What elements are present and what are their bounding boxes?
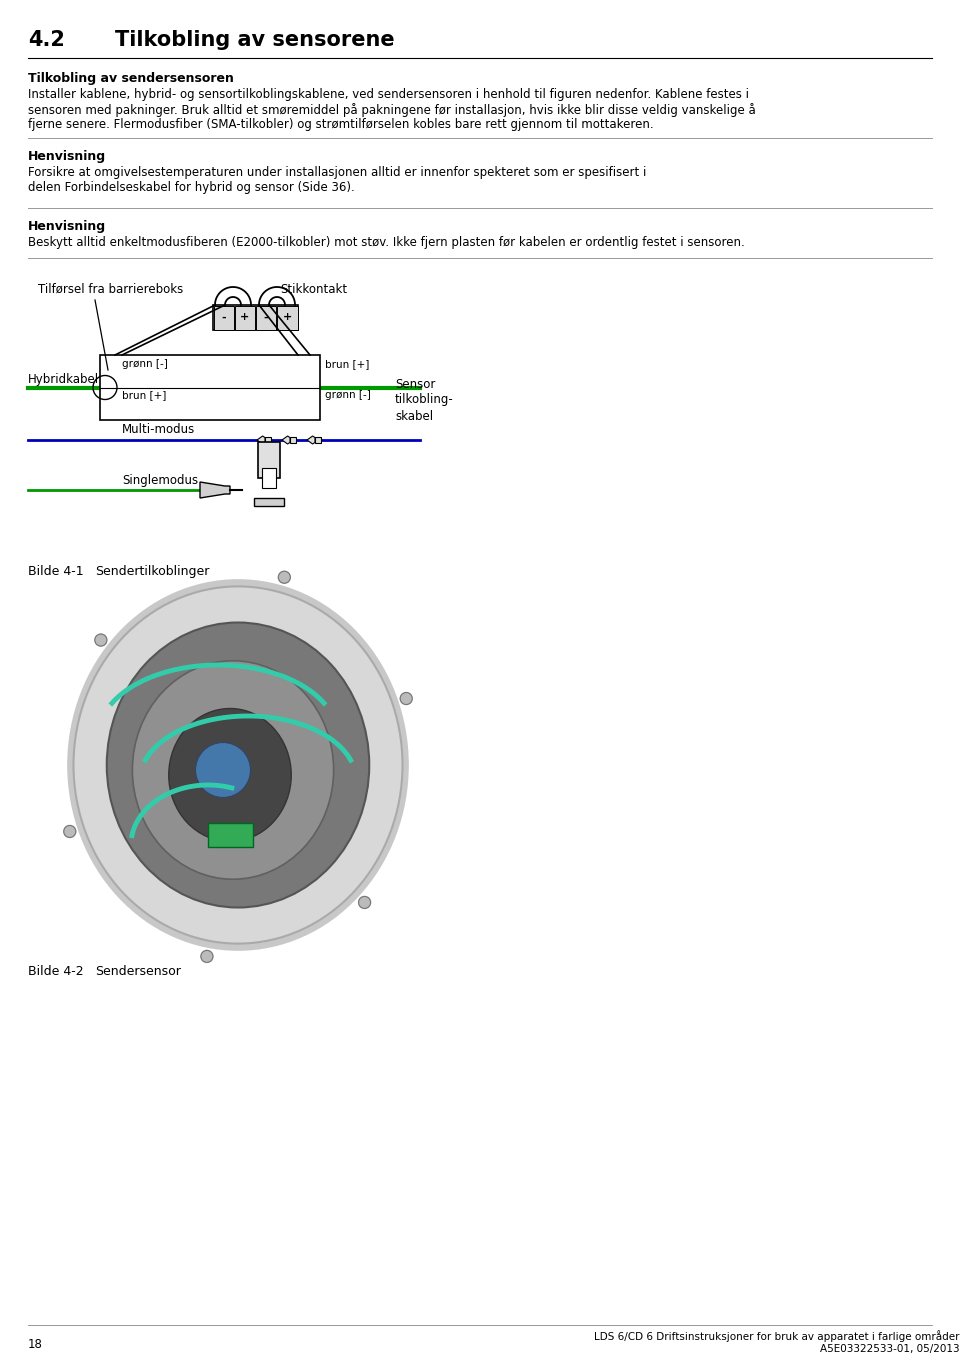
Text: Sendertilkoblinger: Sendertilkoblinger	[95, 564, 209, 578]
Text: brun [+]: brun [+]	[122, 390, 166, 400]
Text: Tilkobling av sendersensoren: Tilkobling av sendersensoren	[28, 72, 234, 84]
Text: grønn [-]: grønn [-]	[325, 390, 371, 400]
Text: A5E03322533-01, 05/2013: A5E03322533-01, 05/2013	[821, 1344, 960, 1355]
Bar	[100, 355, 320, 420]
Text: sensoren med pakninger. Bruk alltid et smøremiddel på pakningene før installasjo: sensoren med pakninger. Bruk alltid et s…	[28, 103, 756, 117]
Text: +: +	[283, 313, 292, 322]
Text: -: -	[222, 313, 226, 322]
Circle shape	[95, 634, 107, 646]
Polygon shape	[282, 437, 290, 443]
Text: Hybridkabel: Hybridkabel	[28, 373, 99, 385]
Text: Henvisning: Henvisning	[28, 220, 107, 233]
Bar	[315, 437, 322, 443]
Text: +: +	[240, 313, 250, 322]
Bar	[258, 442, 280, 477]
Bar	[277, 306, 298, 329]
Text: Bilde 4-2: Bilde 4-2	[28, 966, 84, 978]
Text: Bilde 4-1: Bilde 4-1	[28, 564, 84, 578]
Text: Tilkobling av sensorene: Tilkobling av sensorene	[115, 30, 395, 50]
Bar	[256, 306, 276, 329]
Text: 18: 18	[28, 1338, 43, 1350]
Text: delen Forbindelseskabel for hybrid og sensor (Side 36).: delen Forbindelseskabel for hybrid og se…	[28, 181, 355, 194]
Bar	[208, 823, 253, 847]
Text: LDS 6/CD 6 Driftsinstruksjoner for bruk av apparatet i farlige områder: LDS 6/CD 6 Driftsinstruksjoner for bruk …	[594, 1330, 960, 1342]
Ellipse shape	[196, 743, 251, 797]
Text: Singlemodus: Singlemodus	[122, 475, 198, 487]
Bar	[262, 468, 276, 488]
Bar	[290, 437, 297, 443]
Text: Sensor
tilkobling-
skabel: Sensor tilkobling- skabel	[395, 378, 454, 423]
Text: fjerne senere. Flermodusfiber (SMA-tilkobler) og strømtilførselen kobles bare re: fjerne senere. Flermodusfiber (SMA-tilko…	[28, 118, 654, 131]
Text: 4.2: 4.2	[28, 30, 65, 50]
Bar	[235, 306, 255, 329]
Text: Henvisning: Henvisning	[28, 150, 107, 163]
Ellipse shape	[169, 709, 291, 842]
Bar	[213, 306, 233, 329]
Circle shape	[63, 826, 76, 838]
Ellipse shape	[107, 623, 370, 907]
Bar	[213, 305, 298, 330]
Polygon shape	[257, 437, 265, 443]
Text: Multi-modus: Multi-modus	[122, 423, 195, 437]
Text: Sendersensor: Sendersensor	[95, 966, 180, 978]
Bar	[254, 498, 284, 506]
Ellipse shape	[74, 586, 402, 944]
Text: Installer kablene, hybrid- og sensortilkoblingskablene, ved sendersensoren i hen: Installer kablene, hybrid- og sensortilk…	[28, 88, 749, 101]
Text: Forsikre at omgivelsestemperaturen under installasjonen alltid er innenfor spekt: Forsikre at omgivelsestemperaturen under…	[28, 166, 646, 180]
Circle shape	[400, 692, 412, 704]
Polygon shape	[307, 437, 315, 443]
Polygon shape	[200, 481, 230, 498]
Text: Beskytt alltid enkeltmodusfiberen (E2000-tilkobler) mot støv. Ikke fjern plasten: Beskytt alltid enkeltmodusfiberen (E2000…	[28, 237, 745, 249]
Text: -: -	[264, 313, 269, 322]
Circle shape	[359, 896, 371, 908]
Circle shape	[201, 951, 213, 963]
Text: grønn [-]: grønn [-]	[122, 359, 168, 369]
Text: Tilførsel fra barriereboks: Tilførsel fra barriereboks	[38, 283, 183, 296]
Circle shape	[278, 571, 290, 583]
Ellipse shape	[132, 661, 334, 880]
Text: brun [+]: brun [+]	[325, 359, 370, 369]
Ellipse shape	[63, 575, 413, 955]
Text: Stikkontakt: Stikkontakt	[280, 283, 348, 296]
Bar	[265, 437, 272, 443]
